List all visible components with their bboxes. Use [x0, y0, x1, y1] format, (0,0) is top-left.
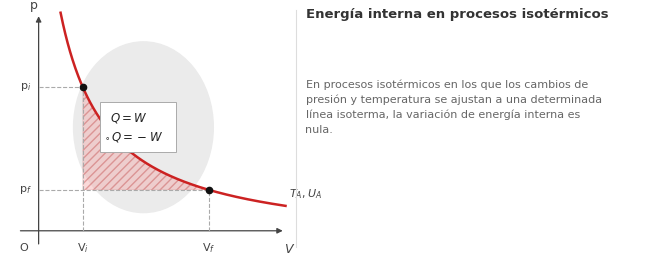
Text: p$_f$: p$_f$ — [19, 184, 32, 196]
Text: V$_i$: V$_i$ — [77, 241, 89, 255]
Text: V: V — [283, 243, 292, 256]
Polygon shape — [83, 87, 209, 190]
Text: $T_A ,U_A$: $T_A ,U_A$ — [289, 188, 322, 201]
Text: En procesos isotérmicos en los que los cambios de
presión y temperatura se ajust: En procesos isotérmicos en los que los c… — [306, 79, 602, 135]
Text: $Q = -W$: $Q = -W$ — [111, 130, 163, 144]
FancyBboxPatch shape — [99, 102, 176, 152]
Circle shape — [73, 42, 213, 213]
Text: Energía interna en procesos isotérmicos: Energía interna en procesos isotérmicos — [306, 8, 608, 21]
Text: V$_f$: V$_f$ — [202, 241, 215, 255]
Text: O: O — [20, 243, 28, 253]
Text: p$_i$: p$_i$ — [20, 81, 32, 93]
Text: $Q = W$: $Q = W$ — [110, 111, 148, 125]
Text: $\circ$: $\circ$ — [104, 133, 110, 142]
Text: p: p — [30, 0, 38, 12]
